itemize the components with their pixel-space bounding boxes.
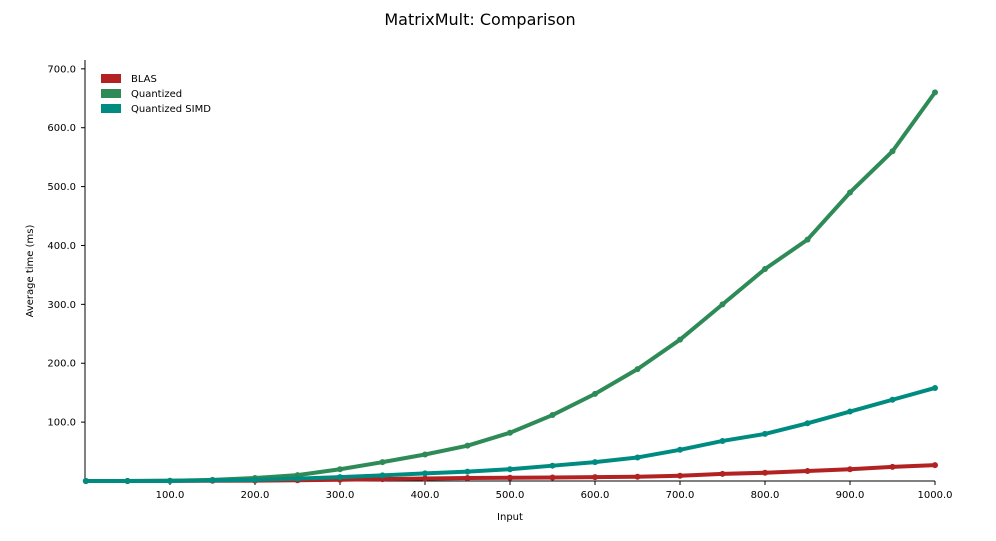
data-point bbox=[889, 463, 896, 470]
plot-area: 100.0 200.0 300.0 400.0 500.0 600.0 700.0 800.0… bbox=[47, 60, 953, 501]
data-point bbox=[719, 301, 726, 308]
chart-title: MatrixMult: Comparison bbox=[384, 10, 575, 29]
data-point bbox=[422, 451, 428, 458]
data-point bbox=[379, 459, 386, 466]
x-tick-label: 600.0 bbox=[581, 490, 610, 501]
data-point bbox=[252, 476, 258, 483]
data-point bbox=[932, 89, 938, 96]
data-point bbox=[507, 474, 513, 481]
data-point bbox=[592, 459, 598, 466]
data-point bbox=[634, 454, 641, 461]
data-point bbox=[762, 430, 768, 437]
data-point bbox=[464, 442, 471, 449]
x-tick-label: 300.0 bbox=[326, 490, 355, 501]
data-point bbox=[464, 474, 471, 481]
data-point bbox=[464, 468, 471, 475]
data-point bbox=[209, 477, 216, 484]
data-point bbox=[82, 478, 89, 484]
data-point bbox=[379, 472, 386, 479]
data-point bbox=[932, 384, 938, 391]
data-point bbox=[847, 466, 853, 473]
data-point bbox=[889, 396, 896, 403]
y-tick-label: 200.0 bbox=[47, 359, 76, 370]
data-point bbox=[422, 470, 428, 477]
y-tick-label: 700.0 bbox=[47, 64, 76, 75]
data-point bbox=[719, 470, 726, 477]
data-point bbox=[337, 474, 343, 481]
data-point bbox=[762, 266, 768, 273]
data-point bbox=[762, 469, 768, 476]
data-point bbox=[592, 390, 598, 397]
y-axis-label: Average time (ms) bbox=[25, 225, 36, 318]
data-point bbox=[337, 466, 343, 473]
legend-label: Quantized bbox=[131, 89, 182, 100]
x-tick-label: 500.0 bbox=[496, 490, 525, 501]
y-tick-label: 500.0 bbox=[47, 182, 76, 193]
x-tick-label: 900.0 bbox=[836, 490, 865, 501]
series-layer bbox=[82, 89, 938, 484]
data-point bbox=[889, 148, 896, 155]
data-point bbox=[719, 437, 726, 444]
legend: BLAS Quantized Quantized SIMD bbox=[101, 74, 211, 115]
data-point bbox=[422, 475, 428, 482]
legend-swatch bbox=[101, 74, 121, 83]
y-tick-label: 100.0 bbox=[47, 418, 76, 429]
data-point bbox=[847, 189, 853, 196]
x-tick-label: 100.0 bbox=[156, 490, 185, 501]
data-point bbox=[634, 473, 641, 480]
legend-label: BLAS bbox=[131, 74, 157, 85]
y-ticks: 100.0 200.0 300.0 400.0 500.0 600.0 700.0 bbox=[47, 64, 85, 429]
data-point bbox=[677, 446, 683, 453]
legend-label: Quantized SIMD bbox=[131, 104, 211, 115]
x-tick-label: 400.0 bbox=[411, 490, 440, 501]
data-point bbox=[294, 475, 301, 482]
y-tick-label: 600.0 bbox=[47, 123, 76, 134]
x-tick-label: 1000.0 bbox=[918, 490, 953, 501]
data-point bbox=[847, 408, 853, 415]
data-point bbox=[507, 466, 513, 473]
x-axis-label: Input bbox=[497, 512, 523, 523]
data-point bbox=[677, 336, 683, 343]
x-tick-label: 200.0 bbox=[241, 490, 270, 501]
data-point bbox=[592, 474, 598, 481]
data-point bbox=[804, 420, 811, 427]
x-tick-label: 800.0 bbox=[751, 490, 780, 501]
data-point bbox=[549, 462, 556, 469]
data-point bbox=[549, 412, 556, 419]
data-point bbox=[932, 462, 938, 469]
legend-swatch bbox=[101, 104, 121, 113]
data-point bbox=[634, 366, 641, 373]
data-point bbox=[677, 472, 683, 479]
series-quantized-simd bbox=[82, 384, 938, 484]
data-point bbox=[549, 474, 556, 481]
data-point bbox=[507, 429, 513, 436]
y-tick-label: 300.0 bbox=[47, 300, 76, 311]
legend-swatch bbox=[101, 89, 121, 98]
y-tick-label: 400.0 bbox=[47, 241, 76, 252]
data-point bbox=[167, 477, 173, 484]
x-tick-label: 700.0 bbox=[666, 490, 695, 501]
data-point bbox=[124, 478, 131, 484]
data-point bbox=[804, 467, 811, 474]
data-point bbox=[804, 236, 811, 243]
x-ticks: 100.0 200.0 300.0 400.0 500.0 600.0 700.0 800.0… bbox=[156, 481, 953, 501]
